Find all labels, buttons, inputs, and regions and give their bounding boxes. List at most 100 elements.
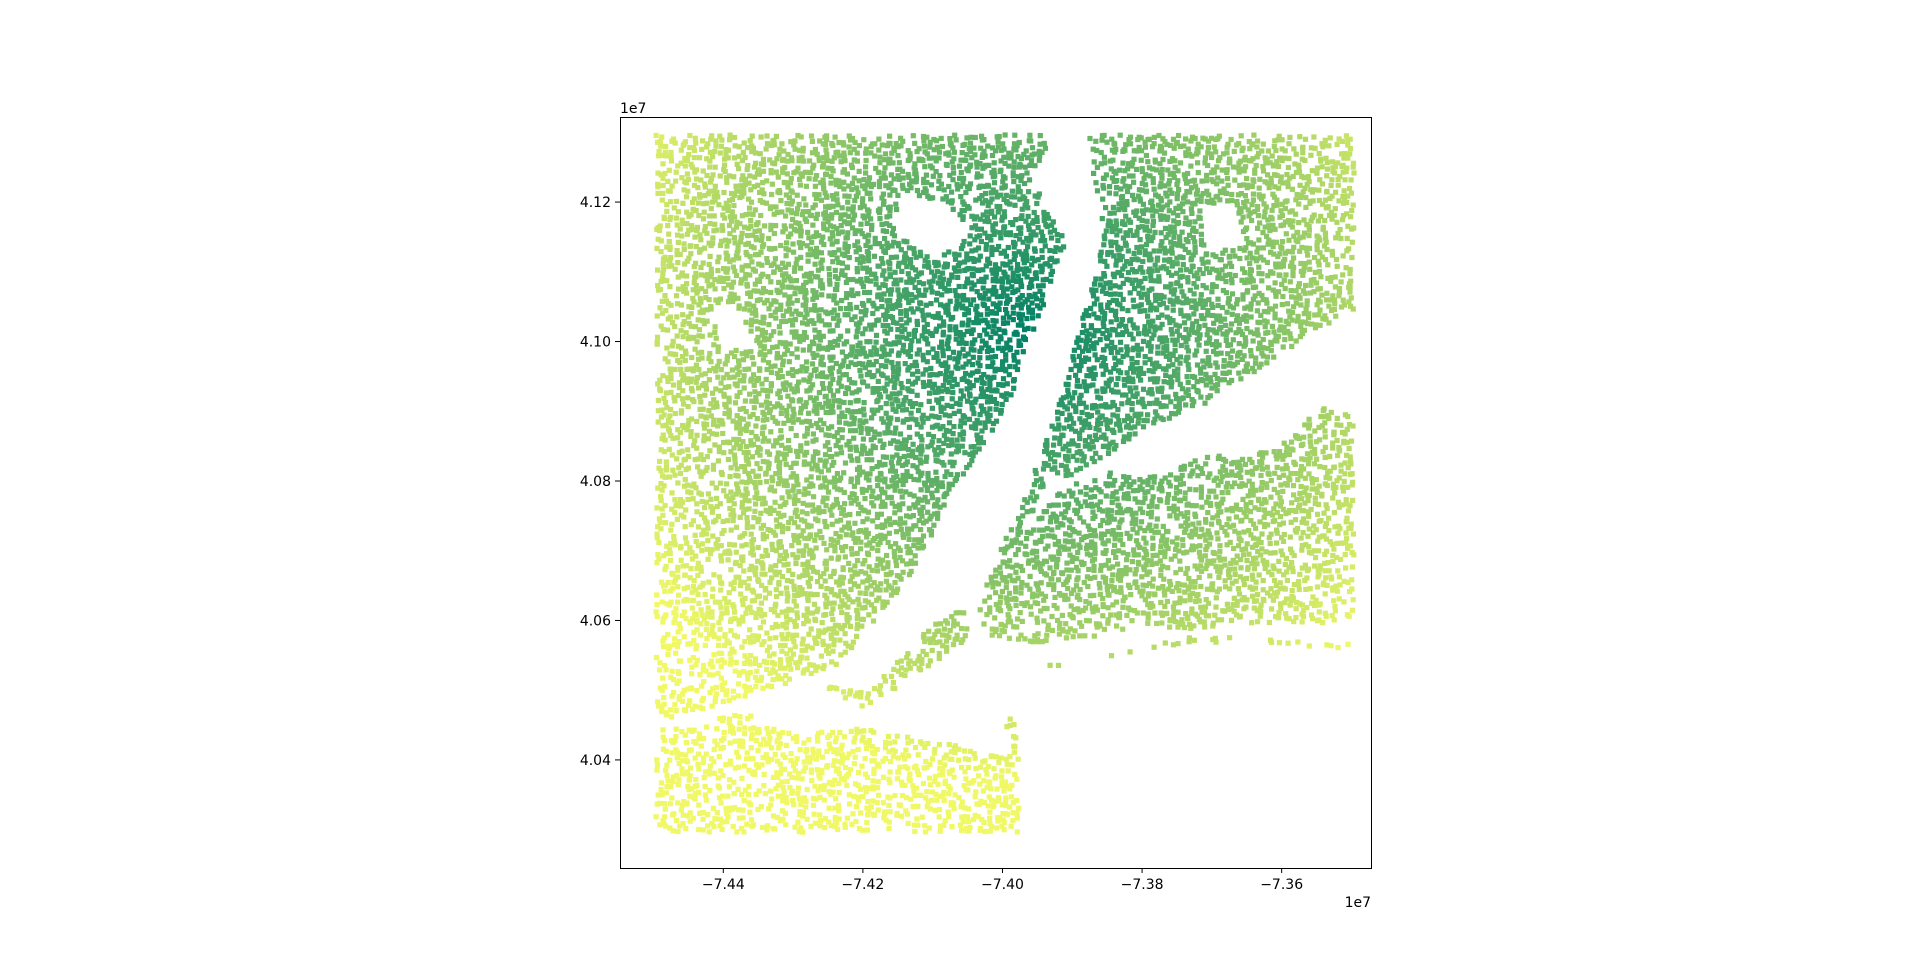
scatter-point: [1008, 794, 1014, 800]
scatter-point: [1135, 499, 1141, 505]
scatter-point: [756, 788, 762, 794]
scatter-point: [1061, 515, 1067, 521]
scatter-point: [701, 755, 707, 761]
scatter-point: [998, 407, 1004, 414]
scatter-point: [930, 385, 936, 391]
scatter-point: [1253, 525, 1259, 531]
scatter-point: [1041, 618, 1047, 624]
scatter-point: [714, 742, 720, 748]
scatter-point: [1074, 467, 1080, 473]
scatter-point: [790, 797, 796, 804]
scatter-point: [1158, 599, 1164, 606]
scatter-point: [1112, 536, 1118, 542]
scatter-point: [764, 449, 771, 455]
scatter-point: [825, 425, 832, 431]
scatter-point: [880, 599, 886, 605]
scatter-point: [1192, 584, 1198, 590]
scatter-point: [678, 462, 684, 468]
scatter-point: [1113, 531, 1119, 537]
scatter-point: [698, 743, 704, 749]
scatter-point: [1329, 541, 1335, 547]
scatter-point: [784, 578, 790, 584]
scatter-point: [703, 626, 709, 633]
scatter-point: [949, 614, 955, 620]
scatter-point: [1134, 610, 1140, 616]
scatter-point: [967, 825, 973, 831]
scatter-point: [919, 443, 925, 449]
scatter-point: [1158, 567, 1164, 573]
scatter-point: [1063, 621, 1069, 627]
scatter-point: [857, 528, 863, 534]
scatter-point: [1299, 543, 1305, 549]
scatter-point: [1323, 536, 1329, 542]
scatter-point: [981, 406, 987, 413]
scatter-point: [674, 501, 680, 507]
scatter-point: [838, 517, 844, 523]
scatter-point: [1003, 756, 1009, 762]
scatter-point: [1169, 379, 1175, 385]
scatter-point: [1231, 459, 1237, 466]
scatter-point: [917, 457, 923, 463]
scatter-point: [736, 672, 742, 678]
scatter-point: [1125, 378, 1131, 384]
scatter-point: [791, 638, 797, 644]
scatter-point: [1177, 558, 1183, 564]
scatter-point: [1257, 606, 1263, 612]
scatter-point: [731, 632, 738, 638]
scatter-point: [849, 457, 855, 463]
scatter-point: [902, 756, 908, 762]
scatter-point: [852, 569, 858, 575]
scatter-point: [1347, 459, 1354, 465]
scatter-point: [753, 684, 759, 690]
scatter-point: [819, 767, 825, 773]
scatter-point: [1192, 579, 1198, 585]
scatter-point: [654, 592, 660, 598]
scatter-point: [767, 510, 773, 516]
scatter-point: [1084, 411, 1090, 418]
scatter-point: [1066, 441, 1072, 447]
scatter-point: [673, 707, 679, 714]
scatter-point: [788, 474, 794, 480]
scatter-point: [1293, 470, 1299, 477]
scatter-point: [949, 396, 955, 402]
scatter-point: [935, 781, 941, 787]
scatter-point: [1240, 552, 1247, 558]
scatter-point: [717, 480, 724, 486]
scatter-point: [806, 583, 812, 589]
scatter-point: [1095, 421, 1101, 427]
scatter-point: [880, 454, 886, 460]
scatter-point: [892, 487, 898, 493]
scatter-point: [951, 774, 957, 780]
scatter-point: [663, 710, 669, 716]
scatter-point: [907, 665, 913, 671]
scatter-point: [755, 748, 761, 754]
scatter-point: [894, 776, 901, 782]
scatter-point: [842, 512, 848, 518]
scatter-point: [1157, 558, 1163, 564]
scatter-point: [842, 601, 848, 607]
scatter-point: [870, 778, 876, 784]
scatter-point: [909, 526, 915, 532]
scatter-point: [848, 476, 854, 482]
scatter-point: [1006, 590, 1013, 596]
scatter-point: [696, 385, 702, 391]
scatter-point: [1053, 518, 1060, 524]
scatter-point: [1145, 478, 1151, 484]
scatter-point: [989, 632, 995, 638]
scatter-point: [810, 431, 816, 437]
scatter-point: [918, 424, 924, 430]
scatter-point: [951, 424, 957, 430]
scatter-point: [787, 447, 793, 453]
scatter-point: [893, 541, 899, 547]
scatter-point: [747, 670, 753, 676]
scatter-point: [884, 599, 890, 605]
scatter-point: [716, 754, 722, 760]
scatter-point: [943, 752, 949, 758]
scatter-point: [1103, 380, 1109, 386]
scatter-point: [1003, 585, 1009, 591]
scatter-point: [1236, 471, 1242, 477]
scatter-point: [813, 667, 819, 673]
scatter-point: [1154, 379, 1160, 385]
scatter-point: [997, 600, 1003, 606]
scatter-point: [768, 564, 774, 570]
